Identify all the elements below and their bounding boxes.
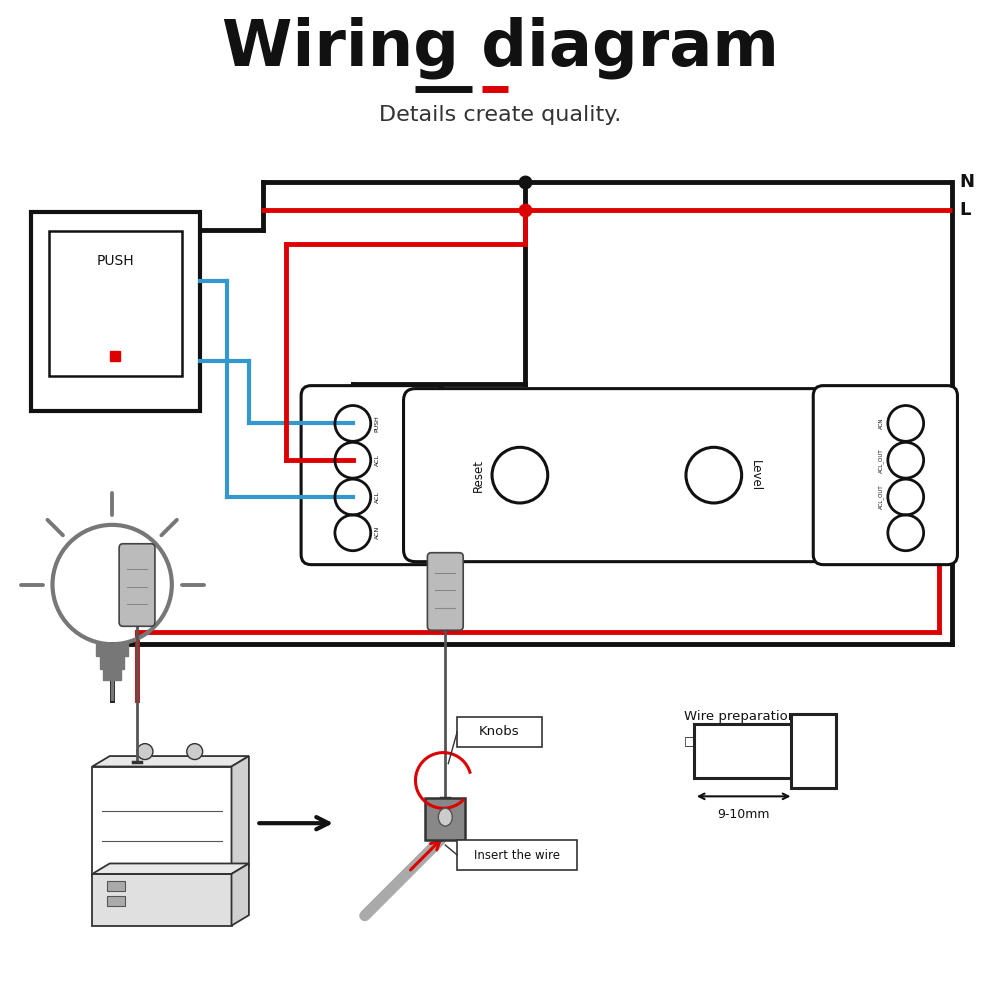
FancyBboxPatch shape bbox=[119, 544, 155, 626]
Text: N: N bbox=[959, 173, 974, 191]
Polygon shape bbox=[232, 756, 249, 876]
Text: ACN: ACN bbox=[375, 526, 380, 539]
Text: Insert the wire: Insert the wire bbox=[474, 849, 560, 862]
Bar bbox=[103, 668, 121, 680]
Bar bbox=[107, 881, 125, 891]
Polygon shape bbox=[232, 863, 249, 926]
Bar bbox=[49, 232, 182, 376]
Bar bbox=[425, 798, 465, 840]
Bar bbox=[791, 714, 836, 788]
Text: Knobs: Knobs bbox=[479, 725, 520, 738]
Polygon shape bbox=[92, 756, 249, 767]
Bar bbox=[694, 724, 793, 778]
FancyBboxPatch shape bbox=[813, 386, 957, 565]
Text: PUSH: PUSH bbox=[375, 415, 380, 432]
Bar bbox=[457, 717, 542, 747]
Text: PUSH: PUSH bbox=[96, 254, 134, 268]
Polygon shape bbox=[92, 767, 232, 876]
Text: ACL_OUT: ACL_OUT bbox=[878, 448, 884, 473]
Text: L: L bbox=[959, 201, 971, 219]
Polygon shape bbox=[92, 863, 249, 874]
Circle shape bbox=[137, 744, 153, 760]
Circle shape bbox=[187, 744, 203, 760]
Text: ACL: ACL bbox=[375, 491, 380, 503]
Text: Reset: Reset bbox=[472, 459, 485, 492]
Ellipse shape bbox=[438, 808, 452, 826]
Bar bbox=[107, 896, 125, 906]
Text: Details create quality.: Details create quality. bbox=[379, 105, 621, 125]
Text: ACN: ACN bbox=[879, 418, 884, 429]
Text: ACL_OUT: ACL_OUT bbox=[878, 485, 884, 509]
FancyBboxPatch shape bbox=[404, 389, 845, 562]
Text: □ Maximum 2.5mm².: □ Maximum 2.5mm². bbox=[684, 734, 811, 747]
Bar bbox=[96, 644, 128, 656]
Text: Wiring diagram: Wiring diagram bbox=[222, 16, 778, 79]
Text: ACL: ACL bbox=[375, 454, 380, 466]
Text: Wire preparation: Wire preparation bbox=[684, 710, 796, 723]
Text: Level: Level bbox=[749, 460, 762, 491]
Bar bbox=[31, 212, 200, 410]
Bar bbox=[100, 655, 124, 669]
FancyBboxPatch shape bbox=[427, 553, 463, 630]
FancyBboxPatch shape bbox=[301, 386, 445, 565]
Bar bbox=[457, 840, 577, 870]
Text: 9-10mm: 9-10mm bbox=[717, 808, 770, 821]
Polygon shape bbox=[92, 874, 232, 926]
